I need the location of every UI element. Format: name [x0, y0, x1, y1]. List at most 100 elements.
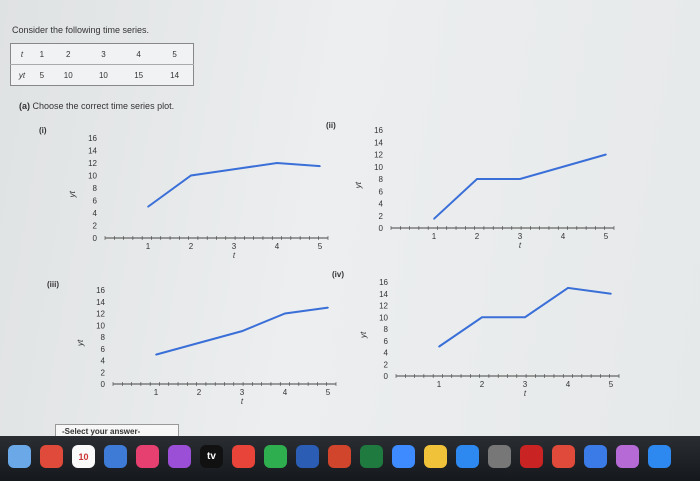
x-tick-label: 2 [197, 388, 202, 397]
y-tick-label: 0 [93, 234, 98, 243]
x-tick-label: 3 [232, 242, 237, 251]
y-tick-label: 6 [93, 197, 98, 206]
y-tick-label: 0 [379, 224, 384, 233]
word-icon[interactable] [296, 445, 319, 468]
x-tick-label: 5 [326, 388, 331, 397]
x-tick-label: 3 [240, 388, 245, 397]
y-tick-label: 8 [379, 175, 384, 184]
data-point [327, 306, 329, 309]
y-tick-label: 14 [379, 290, 388, 299]
numbers-icon[interactable] [264, 445, 287, 468]
t-cell: 2 [50, 43, 86, 65]
data-point [284, 312, 286, 315]
y-tick-label: 2 [379, 212, 384, 221]
music-icon[interactable] [136, 445, 159, 468]
option-ii-label[interactable]: (ii) [326, 121, 336, 130]
x-axis-label: t [524, 389, 527, 398]
data-point [433, 218, 435, 220]
x-tick-label: 1 [432, 232, 437, 241]
question-prompt: Consider the following time series. [12, 25, 150, 35]
x-tick-label: 4 [561, 232, 566, 241]
photos-icon[interactable] [616, 445, 639, 468]
t-cell: 5 [156, 43, 194, 65]
data-point [524, 316, 526, 319]
data-point [241, 330, 243, 332]
option-iv-label[interactable]: (iv) [332, 270, 344, 279]
chrome-icon[interactable] [40, 445, 63, 468]
x-tick-label: 2 [480, 380, 485, 389]
t-cell: 1 [33, 43, 51, 65]
x-axis-label: t [233, 251, 236, 260]
x-tick-label: 4 [283, 388, 288, 397]
y-tick-label: 16 [379, 278, 388, 287]
news-icon[interactable] [232, 445, 255, 468]
y-cell: 15 [134, 70, 144, 80]
data-point [519, 178, 521, 180]
y-tick-label: 14 [374, 138, 383, 147]
data-point [610, 292, 612, 295]
part-a-text: Choose the correct time series plot. [32, 101, 175, 111]
finder-icon[interactable] [8, 445, 31, 468]
data-point [276, 162, 278, 164]
data-point [476, 178, 478, 180]
tv-icon[interactable]: tv [200, 445, 223, 468]
data-point [567, 287, 569, 289]
y-tick-label: 2 [101, 368, 106, 377]
y-cell: 10 [98, 70, 108, 80]
data-point [190, 174, 192, 177]
data-point [233, 168, 235, 171]
data-point [155, 353, 157, 356]
data-point [605, 153, 607, 156]
zoom-icon[interactable] [392, 445, 415, 468]
option-iii-label[interactable]: (iii) [47, 280, 59, 289]
y-axis-label: yt [359, 331, 368, 339]
powerpoint-icon[interactable] [328, 445, 351, 468]
x-tick-label: 1 [437, 380, 442, 389]
x-tick-label: 5 [604, 232, 609, 241]
y-tick-label: 12 [374, 151, 383, 160]
safari-icon[interactable] [648, 445, 671, 468]
data-point [562, 165, 564, 168]
utility-icon[interactable] [584, 445, 607, 468]
y-tick-label: 16 [374, 126, 383, 135]
chrome-icon[interactable] [552, 445, 575, 468]
excel-icon[interactable] [360, 445, 383, 468]
y-axis-label: yt [76, 339, 85, 347]
data-point [481, 316, 483, 319]
y-tick-label: 16 [96, 286, 105, 295]
y-tick-label: 12 [379, 302, 388, 311]
y-tick-label: 8 [384, 325, 389, 334]
y-tick-label: 14 [96, 298, 105, 307]
y-tick-label: 12 [96, 310, 105, 319]
y-tick-label: 12 [88, 159, 97, 168]
y-header: yt [18, 70, 26, 80]
y-tick-label: 0 [101, 380, 106, 389]
y-tick-label: 10 [88, 172, 97, 181]
y-tick-label: 6 [101, 345, 106, 354]
option-i-label[interactable]: (i) [39, 126, 47, 135]
calendar-icon[interactable]: 10 [72, 445, 95, 468]
files-icon[interactable] [104, 445, 127, 468]
y-tick-label: 4 [93, 209, 98, 218]
settings-icon[interactable] [488, 445, 511, 468]
y-cell: 5 [39, 70, 45, 80]
y-tick-label: 10 [379, 313, 388, 322]
x-tick-label: 3 [523, 380, 528, 389]
y-tick-label: 8 [101, 333, 106, 342]
y-tick-label: 6 [384, 337, 389, 346]
y-axis-label: yt [68, 190, 77, 198]
podcasts-icon[interactable] [168, 445, 191, 468]
appstore-icon[interactable] [456, 445, 479, 468]
data-point [147, 205, 149, 208]
x-axis-label: t [241, 397, 244, 406]
y-tick-label: 2 [93, 222, 98, 231]
acrobat-icon[interactable] [520, 445, 543, 468]
x-tick-label: 1 [146, 242, 151, 251]
notes-icon[interactable] [424, 445, 447, 468]
y-tick-label: 4 [101, 357, 106, 366]
y-cell: 10 [63, 70, 73, 80]
data-point [438, 345, 440, 348]
